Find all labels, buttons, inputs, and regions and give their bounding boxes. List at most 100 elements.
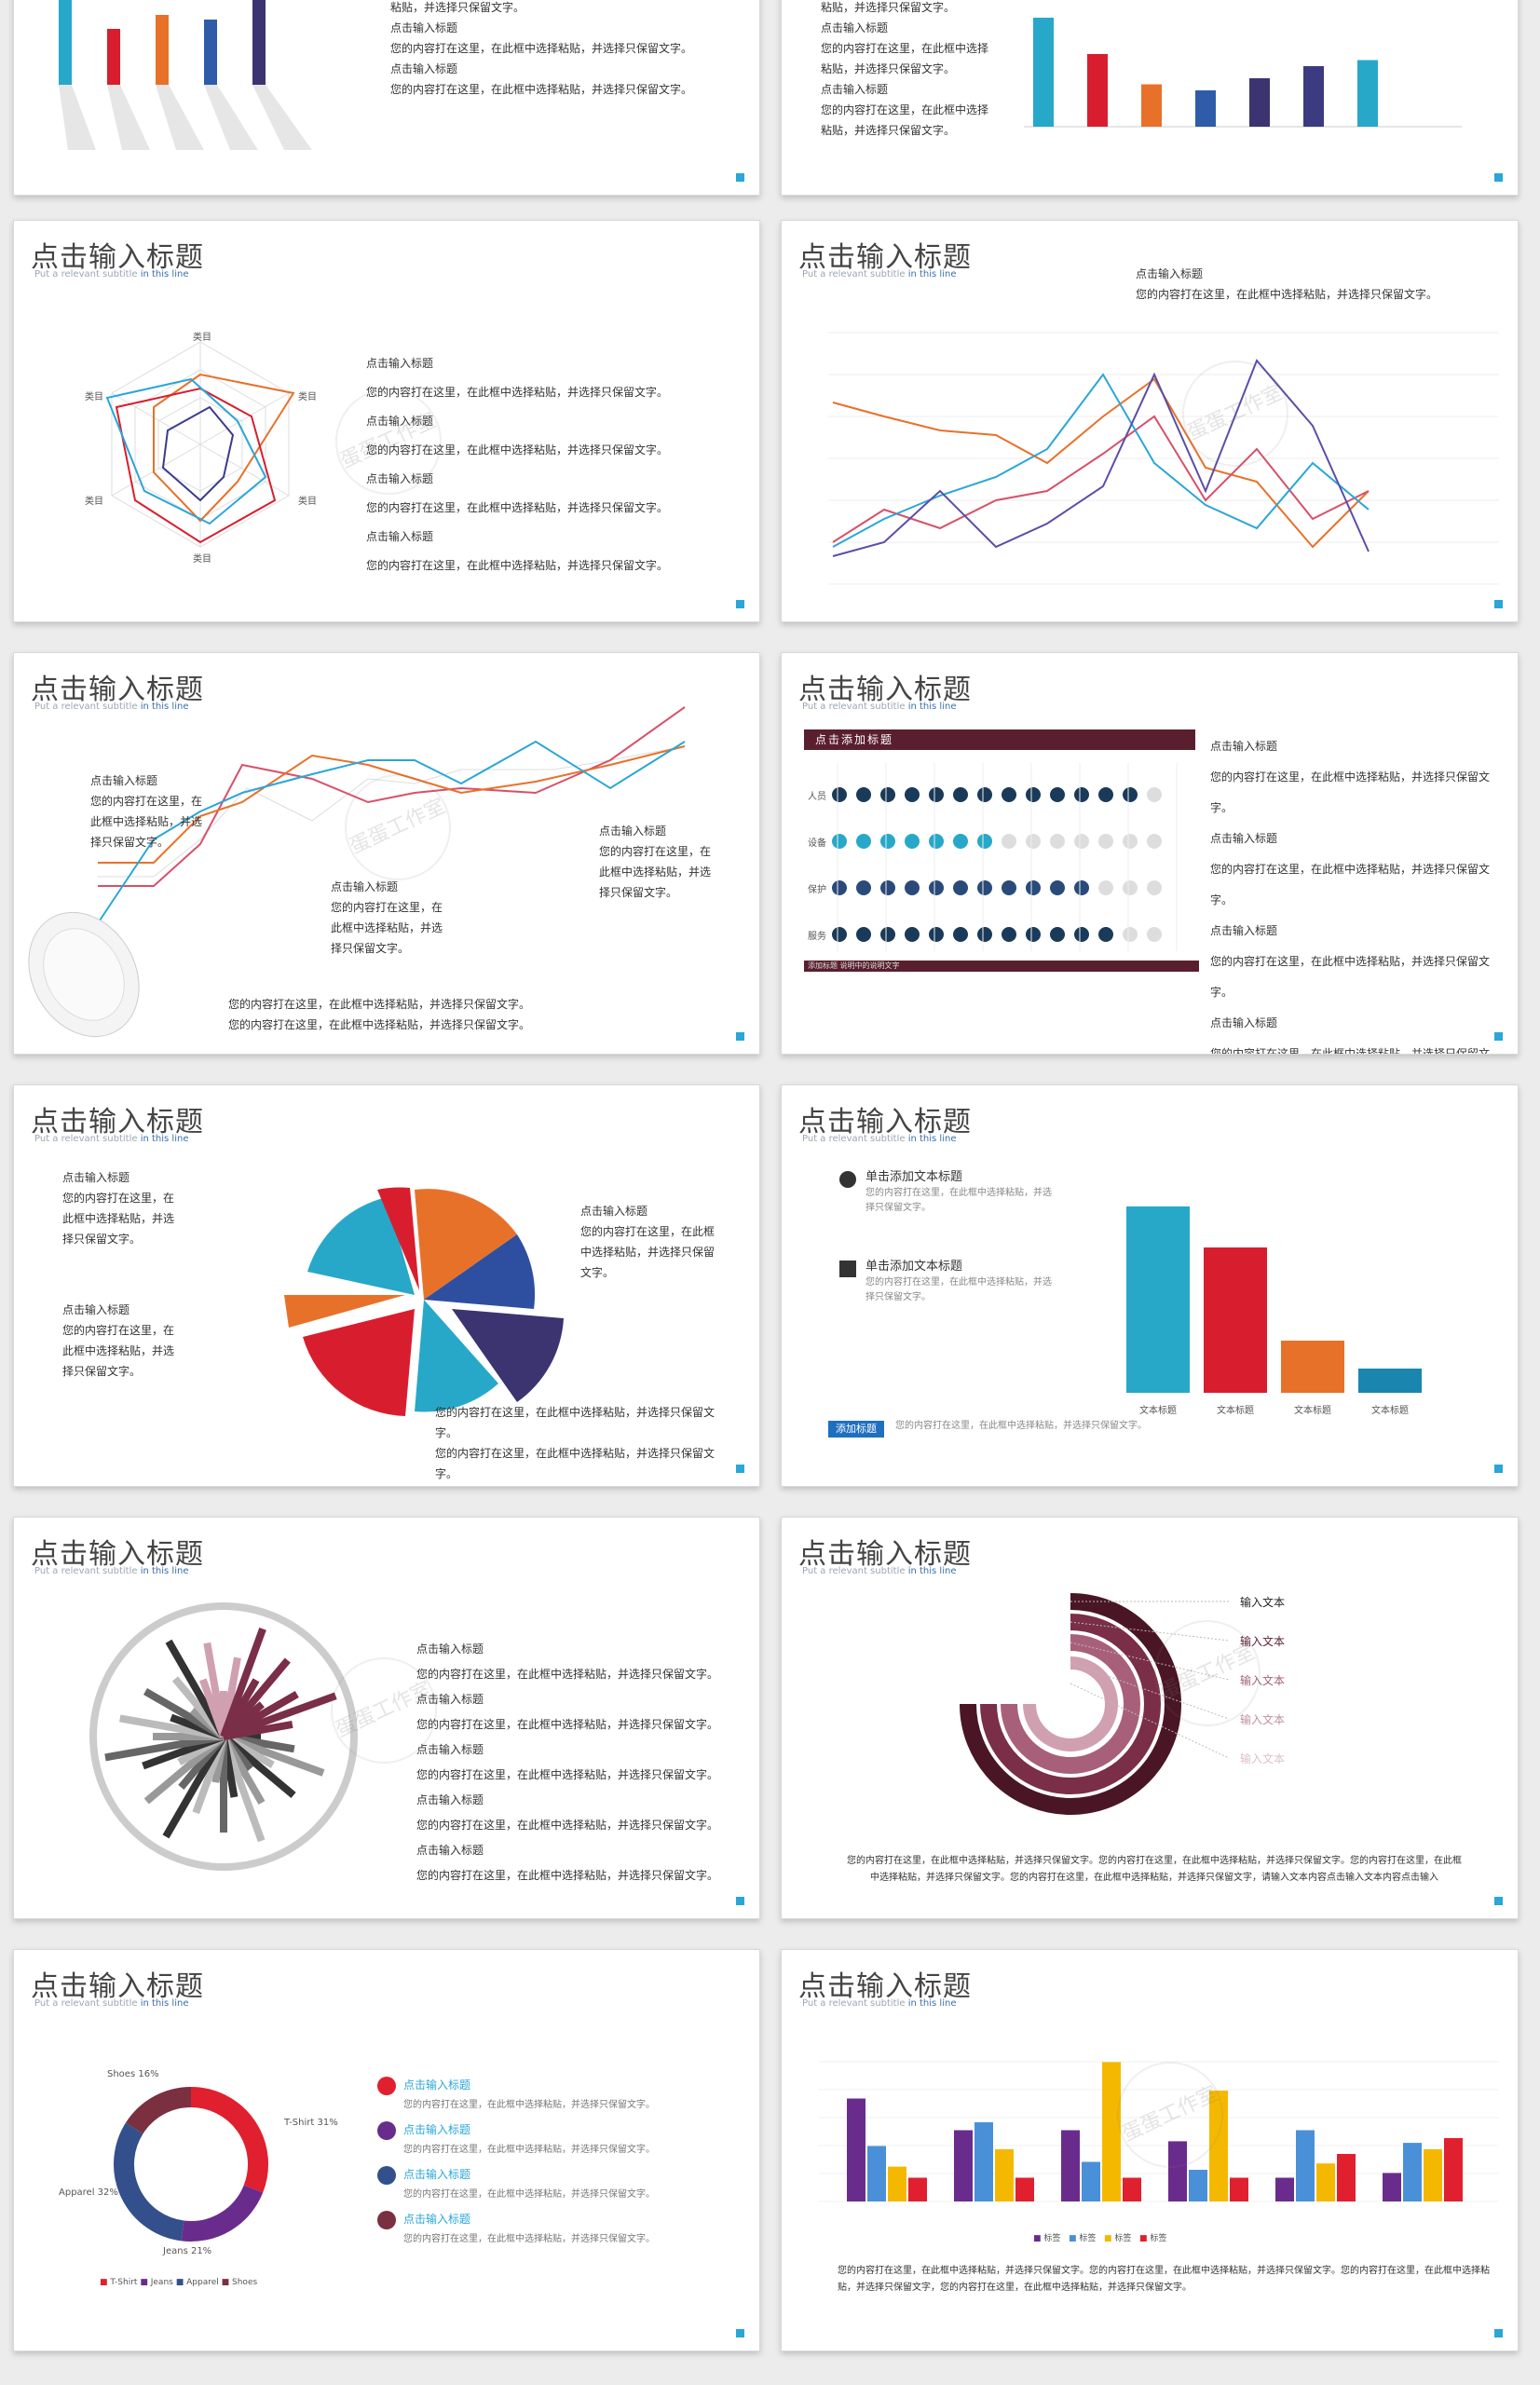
pictograph-icon [832, 834, 847, 849]
text-body-1: 您的内容打在这里，在此框中选择粘贴，并选择只保留文字。 [865, 1188, 1052, 1213]
corner-mark [736, 1465, 744, 1473]
bar [1296, 2130, 1315, 2201]
bar [156, 15, 169, 85]
line: 粘贴，并选择只保留文字。 [390, 1, 525, 14]
pictograph-icon [953, 787, 968, 802]
pictograph-icon [856, 787, 871, 802]
item-title: 点击输入标题 [366, 472, 434, 485]
line: 您的内容打在这里，在此框中选择 [821, 103, 989, 116]
slide-title: 点击输入标题 [798, 1106, 972, 1138]
bar [974, 2122, 993, 2201]
bar-shadow [107, 85, 150, 150]
pictograph-icon [1002, 834, 1016, 849]
bar [1087, 54, 1108, 127]
pictograph-icon [929, 880, 944, 895]
pictograph-icon [953, 927, 968, 942]
pictograph-icon [832, 927, 847, 942]
pictograph-icon [1026, 787, 1041, 802]
slide-1-text: 粘贴，并选择只保留文字。 点击输入标题 您的内容打在这里，在此框中选择粘贴，并选… [390, 0, 744, 100]
bar [1303, 66, 1324, 127]
pictograph-icon [856, 834, 871, 849]
pictograph-icon [832, 787, 847, 802]
item-text: 您的内容打在这里，在此框中选择粘贴，并选择只保留文字。 [366, 386, 669, 399]
slide-6-text: 点击输入标题 您的内容打在这里，在此框中选择粘贴，并选择只保留文字。 点击输入标题… [1210, 740, 1491, 1055]
slide-11-items: 点击输入标题 您的内容打在这里，在此框中选择粘贴，并选择只保留文字。 点击输入标… [377, 2077, 731, 2256]
item-title: 点击输入标题 [366, 357, 434, 370]
donut-slice [181, 2185, 264, 2242]
bar-label: 文本标题 [1139, 1406, 1177, 1416]
line: 您的内容打在这里，在此框中选择 [821, 42, 989, 55]
donut-label: T-Shirt 31% [284, 2118, 338, 2128]
slide-1[interactable]: 粘贴，并选择只保留文字。 点击输入标题 您的内容打在这里，在此框中选择粘贴，并选… [13, 0, 760, 196]
slide-5-text-d: 您的内容打在这里，在此框中选择粘贴，并选择只保留文字。 您的内容打在这里，在此框中… [228, 998, 531, 1031]
pictograph-icon [1147, 834, 1162, 849]
slide-4[interactable]: 点击输入标题 Put a relevant subtitle in this l… [781, 220, 1519, 622]
line: 粘贴，并选择只保留文字。 [821, 62, 956, 75]
arc-label: 输入文本 [1240, 1635, 1286, 1648]
pictograph-icon [1098, 787, 1113, 802]
pictograph-icon [1002, 880, 1016, 895]
slide-subtitle: Put a relevant subtitle in this line [34, 702, 189, 712]
polar-bar-chart [89, 1602, 358, 1871]
exploded-pie-chart [284, 1187, 564, 1416]
donut-slice [190, 2087, 268, 2193]
slide-7-text-c: 点击输入标题 您的内容打在这里，在此框中选择粘贴，并选择只保留文字。 [580, 1205, 715, 1279]
slide-6[interactable]: 点击输入标题 Put a relevant subtitle in this l… [781, 652, 1519, 1055]
pictograph-icon [1074, 834, 1089, 849]
slide-8[interactable]: 点击输入标题 Put a relevant subtitle in this l… [781, 1084, 1519, 1487]
text-heading-2: 单击添加文本标题 [865, 1260, 963, 1274]
radar-label: 类目 [193, 333, 211, 343]
slide-3-text: 点击输入标题 您的内容打在这里，在此框中选择粘贴，并选择只保留文字。 点击输入标题… [366, 349, 739, 580]
pictograph-icon [1002, 787, 1016, 802]
pictograph-icon [1098, 927, 1113, 942]
slide-11[interactable]: 点击输入标题 Put a relevant subtitle in this l… [13, 1949, 760, 2351]
slide-subtitle: Put a relevant subtitle in this line [802, 1134, 957, 1144]
slide-subtitle: Put a relevant subtitle in this line [34, 1566, 189, 1576]
line: 点击输入标题 [390, 62, 458, 75]
grouped-bar-chart [819, 2061, 1499, 2202]
bar [59, 0, 72, 85]
add-title-button[interactable]: 添加标题 [828, 1421, 884, 1438]
bar [1230, 2177, 1248, 2201]
corner-mark [1494, 1465, 1503, 1473]
slide-subtitle: Put a relevant subtitle in this line [802, 1998, 957, 2009]
slide-12-desc: 您的内容打在这里，在此框中选择粘贴，并选择只保留文字。您的内容打在这里，在此框中… [838, 2266, 1490, 2293]
pictograph-header: 点击添加标题 [804, 729, 1195, 750]
bar [1189, 2170, 1207, 2201]
bar [888, 2166, 906, 2201]
corner-mark [1494, 2329, 1503, 2337]
slide-7-text-a: 点击输入标题 您的内容打在这里，在此框中选择粘贴，并选择只保留文字。 [62, 1171, 175, 1246]
corner-mark [736, 2329, 744, 2337]
slide-10[interactable]: 点击输入标题 Put a relevant subtitle in this l… [781, 1517, 1519, 1919]
corner-mark [1494, 173, 1503, 182]
slide-3[interactable]: 点击输入标题 Put a relevant subtitle in this l… [13, 220, 760, 622]
pictograph-icon [1147, 880, 1162, 895]
pictograph-icon [905, 787, 920, 802]
slide-5-text-a: 点击输入标题 您的内容打在这里，在此框中选择粘贴，并选择只保留文字。 [90, 774, 203, 849]
pictograph-icon [832, 880, 847, 895]
pictograph-icon [977, 787, 992, 802]
slide-subtitle: Put a relevant subtitle in this line [34, 269, 189, 279]
bar [1337, 2154, 1356, 2201]
slide-2[interactable]: 粘贴，并选择只保留文字。 点击输入标题 您的内容打在这里，在此框中选择 粘贴，并… [781, 0, 1519, 196]
corner-mark [1494, 1032, 1503, 1041]
pictograph-icon [1123, 787, 1138, 802]
bar [1444, 2138, 1463, 2201]
polar-bar [223, 1721, 293, 1740]
pictograph-icon [1098, 834, 1113, 849]
bar [1281, 1341, 1344, 1393]
bar [1249, 78, 1270, 127]
item-title: 点击输入标题 [366, 415, 434, 428]
slide-12[interactable]: 点击输入标题 Put a relevant subtitle in this l… [781, 1949, 1519, 2351]
bar [847, 2098, 865, 2201]
pictograph-icon [1147, 787, 1162, 802]
slide-7[interactable]: 点击输入标题 Put a relevant subtitle in this l… [13, 1084, 760, 1487]
bar [1316, 2163, 1335, 2201]
slide-9[interactable]: 点击输入标题 Put a relevant subtitle in this l… [13, 1517, 760, 1919]
radar-label: 类目 [298, 497, 317, 507]
pictograph-icon [953, 834, 968, 849]
corner-mark [736, 1032, 744, 1041]
slide-5[interactable]: 点击输入标题 Put a relevant subtitle in this l… [13, 652, 760, 1055]
bar [867, 2146, 886, 2201]
bar [908, 2177, 927, 2201]
